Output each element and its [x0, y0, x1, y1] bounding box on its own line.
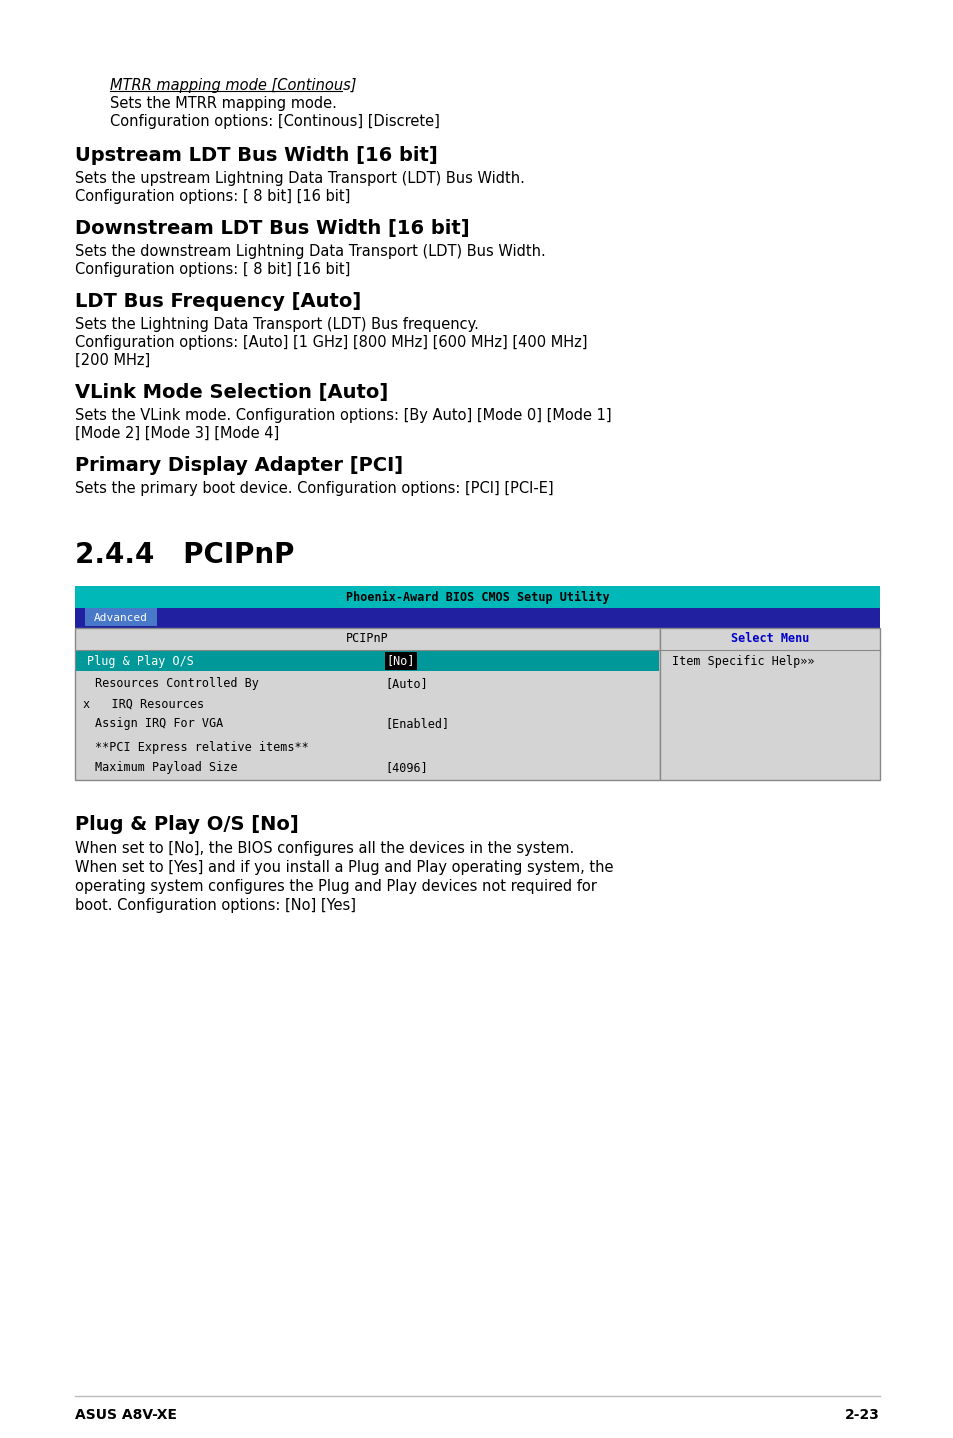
Text: Upstream LDT Bus Width [16 bit]: Upstream LDT Bus Width [16 bit] [75, 147, 437, 165]
Text: Downstream LDT Bus Width [16 bit]: Downstream LDT Bus Width [16 bit] [75, 219, 469, 239]
Text: PCIPnP: PCIPnP [346, 633, 389, 646]
Text: Sets the MTRR mapping mode.: Sets the MTRR mapping mode. [110, 96, 336, 111]
Text: **PCI Express relative items**: **PCI Express relative items** [95, 742, 309, 755]
Text: Configuration options: [ 8 bit] [16 bit]: Configuration options: [ 8 bit] [16 bit] [75, 188, 350, 204]
Text: Sets the upstream Lightning Data Transport (LDT) Bus Width.: Sets the upstream Lightning Data Transpo… [75, 171, 524, 186]
Text: Item Specific Help»»: Item Specific Help»» [671, 654, 814, 667]
Text: Assign IRQ For VGA: Assign IRQ For VGA [95, 718, 223, 731]
Text: Plug & Play O/S [No]: Plug & Play O/S [No] [75, 815, 298, 834]
Text: x   IRQ Resources: x IRQ Resources [83, 697, 204, 710]
Text: 2.4.4   PCIPnP: 2.4.4 PCIPnP [75, 541, 294, 569]
Bar [75, 628, 659, 779]
Text: Maximum Payload Size: Maximum Payload Size [95, 762, 237, 775]
Bar [75, 587, 879, 608]
Bar [75, 608, 879, 628]
Text: Advanced: Advanced [94, 613, 148, 623]
Text: Configuration options: [ 8 bit] [16 bit]: Configuration options: [ 8 bit] [16 bit] [75, 262, 350, 278]
Text: Sets the VLink mode. Configuration options: [By Auto] [Mode 0] [Mode 1]: Sets the VLink mode. Configuration optio… [75, 408, 611, 423]
Bar [85, 608, 157, 626]
Text: MTRR mapping mode [Continous]: MTRR mapping mode [Continous] [110, 78, 356, 93]
Text: When set to [No], the BIOS configures all the devices in the system.: When set to [No], the BIOS configures al… [75, 841, 574, 856]
Text: ASUS A8V-XE: ASUS A8V-XE [75, 1408, 177, 1422]
Text: operating system configures the Plug and Play devices not required for: operating system configures the Plug and… [75, 879, 597, 894]
Text: Primary Display Adapter [PCI]: Primary Display Adapter [PCI] [75, 456, 403, 475]
Text: Sets the primary boot device. Configuration options: [PCI] [PCI-E]: Sets the primary boot device. Configurat… [75, 480, 553, 496]
Text: Sets the downstream Lightning Data Transport (LDT) Bus Width.: Sets the downstream Lightning Data Trans… [75, 244, 545, 259]
Text: Plug & Play O/S: Plug & Play O/S [87, 654, 193, 667]
Text: When set to [Yes] and if you install a Plug and Play operating system, the: When set to [Yes] and if you install a P… [75, 860, 613, 874]
Text: LDT Bus Frequency [Auto]: LDT Bus Frequency [Auto] [75, 292, 361, 311]
Text: Resources Controlled By: Resources Controlled By [95, 677, 258, 690]
Text: [200 MHz]: [200 MHz] [75, 352, 150, 368]
Text: [4096]: [4096] [385, 762, 427, 775]
Text: [Auto]: [Auto] [385, 677, 427, 690]
Text: VLink Mode Selection [Auto]: VLink Mode Selection [Auto] [75, 383, 388, 403]
Text: [No]: [No] [386, 654, 415, 667]
Text: Select Menu: Select Menu [730, 633, 808, 646]
Text: Configuration options: [Auto] [1 GHz] [800 MHz] [600 MHz] [400 MHz]: Configuration options: [Auto] [1 GHz] [8… [75, 335, 587, 349]
Bar [76, 651, 659, 672]
Text: 2-23: 2-23 [844, 1408, 879, 1422]
Text: boot. Configuration options: [No] [Yes]: boot. Configuration options: [No] [Yes] [75, 897, 355, 913]
Text: Sets the Lightning Data Transport (LDT) Bus frequency.: Sets the Lightning Data Transport (LDT) … [75, 316, 478, 332]
Bar [385, 651, 416, 670]
Text: Phoenix-Award BIOS CMOS Setup Utility: Phoenix-Award BIOS CMOS Setup Utility [345, 591, 609, 604]
Text: [Mode 2] [Mode 3] [Mode 4]: [Mode 2] [Mode 3] [Mode 4] [75, 426, 279, 441]
Text: Configuration options: [Continous] [Discrete]: Configuration options: [Continous] [Disc… [110, 114, 439, 129]
Bar [659, 628, 879, 779]
Text: [Enabled]: [Enabled] [385, 718, 449, 731]
